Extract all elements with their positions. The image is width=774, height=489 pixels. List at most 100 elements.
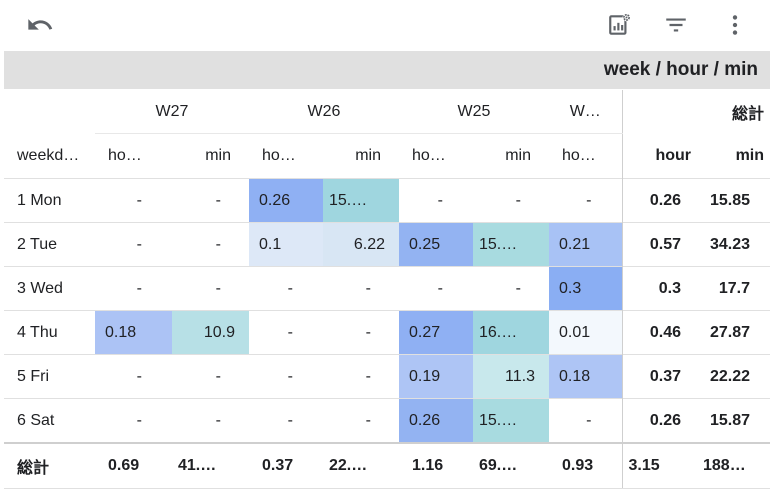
row-total-cell: 0.37 <box>621 354 697 399</box>
row-label: 6 Sat <box>4 398 95 443</box>
data-cell[interactable]: 16.… <box>473 310 549 355</box>
grand-total-cell: 188.78 <box>697 442 771 489</box>
data-cell[interactable]: - <box>172 266 249 311</box>
column-total-cell: 0.37 <box>249 442 323 489</box>
data-cell[interactable]: - <box>172 398 249 443</box>
row-total-cell: 34.23 <box>697 222 771 267</box>
data-cell[interactable]: 11.3 <box>473 354 549 399</box>
data-cell[interactable]: - <box>473 178 549 223</box>
data-cell[interactable]: - <box>172 178 249 223</box>
data-cell[interactable]: 6.22 <box>323 222 399 267</box>
more-vert-icon[interactable] <box>720 10 750 40</box>
row-total-cell: 0.46 <box>621 310 697 355</box>
column-total-cell: 69.… <box>473 442 549 489</box>
column-group-header[interactable]: W25 <box>399 90 549 134</box>
measure-header[interactable]: min <box>355 147 381 164</box>
data-cell[interactable]: - <box>95 222 172 267</box>
data-cell[interactable]: - <box>249 398 323 443</box>
data-cell[interactable]: - <box>323 266 399 311</box>
data-cell[interactable]: 15.… <box>473 222 549 267</box>
column-total-cell: 1.16 <box>399 442 473 489</box>
header-row-measures: weekd… ho… min ho… min ho… min ho… hour min <box>4 133 770 179</box>
grand-total-row: 総計 0.69 41.… 0.37 22.… 1.16 69.… 0.93 3.15 188.78 <box>4 442 771 489</box>
row-label: 3 Wed <box>4 266 95 311</box>
row-label: 4 Thu <box>4 310 95 355</box>
measure-header[interactable]: ho… <box>412 147 446 164</box>
row-total-cell: 0.57 <box>621 222 697 267</box>
chart-settings-icon[interactable] <box>605 10 635 40</box>
pivot-title: week / hour / min <box>4 51 770 89</box>
row-total-cell: 22.22 <box>697 354 771 399</box>
data-cell[interactable]: - <box>95 178 172 223</box>
column-total-cell: 0.69 <box>95 442 172 489</box>
measure-header[interactable]: ho… <box>562 147 596 164</box>
pivot-table: W27 W26 W25 W… 総計 weekd… ho… min ho… min ho… min ho…… <box>4 90 771 489</box>
data-cell[interactable]: 0.27 <box>399 310 473 355</box>
data-cell[interactable]: - <box>399 266 473 311</box>
table-row: 5 Fri - - - -0.19 11.3 0.18 0.37 22.22 <box>4 354 771 399</box>
column-group-header[interactable]: W… <box>549 90 622 134</box>
data-cell[interactable]: - <box>249 266 323 311</box>
row-label: 1 Mon <box>4 178 95 223</box>
row-total-cell: 27.87 <box>697 310 771 355</box>
data-cell[interactable]: 0.26 <box>249 178 323 223</box>
grand-total-cell: 3.15 <box>621 442 697 489</box>
data-cell[interactable]: 0.18 <box>549 354 622 399</box>
table-row: 4 Thu 0.18 10.9- -0.27 16.… 0.01 0.46 27.87 <box>4 310 771 355</box>
table-row: 1 Mon - -0.26 15.… - - -0.26 15.85 <box>4 178 771 223</box>
row-total-cell: 15.85 <box>697 178 771 223</box>
data-cell[interactable]: 15.… <box>473 398 549 443</box>
data-cell[interactable]: - <box>95 266 172 311</box>
grand-total-label: 総計 <box>4 442 95 489</box>
filter-icon[interactable] <box>661 10 691 40</box>
data-cell[interactable]: 0.3 <box>549 266 622 311</box>
data-cell[interactable]: 10.9 <box>172 310 249 355</box>
data-cell[interactable]: 0.21 <box>549 222 622 267</box>
data-cell[interactable]: - <box>549 178 622 223</box>
table-row: 3 Wed - - - - - -0.3 0.3 17.7 <box>4 266 771 311</box>
measure-header[interactable]: ho… <box>108 147 142 164</box>
row-dimension-header[interactable]: weekd… <box>17 146 80 164</box>
data-cell[interactable]: - <box>323 398 399 443</box>
row-total-cell: 15.87 <box>697 398 771 443</box>
data-cell[interactable]: 0.01 <box>549 310 622 355</box>
data-cell[interactable]: - <box>323 310 399 355</box>
row-label: 2 Tue <box>4 222 95 267</box>
measure-header[interactable]: min <box>205 147 231 164</box>
table-row: 2 Tue - -0.1 6.22 0.25 15.… 0.21 0.57 34.23 <box>4 222 771 267</box>
data-cell[interactable]: - <box>473 266 549 311</box>
measure-header[interactable]: ho… <box>262 147 296 164</box>
column-group-header[interactable]: W27 <box>95 90 249 134</box>
total-group-header: 総計 <box>621 90 771 134</box>
row-total-cell: 0.3 <box>621 266 697 311</box>
data-cell[interactable]: - <box>95 354 172 399</box>
corner-cell <box>4 90 95 134</box>
column-total-cell: 22.… <box>323 442 399 489</box>
row-total-cell: 0.26 <box>621 398 697 443</box>
data-cell[interactable]: - <box>249 310 323 355</box>
data-cell[interactable]: - <box>172 222 249 267</box>
data-cell[interactable]: 0.18 <box>95 310 172 355</box>
data-cell[interactable]: - <box>399 178 473 223</box>
data-cell[interactable]: - <box>323 354 399 399</box>
row-total-cell: 0.26 <box>621 178 697 223</box>
total-measure-header: min <box>735 146 765 164</box>
data-cell[interactable]: 15.… <box>323 178 399 223</box>
data-cell[interactable]: - <box>95 398 172 443</box>
undo-icon[interactable] <box>25 10 55 40</box>
data-cell[interactable]: - <box>249 354 323 399</box>
row-total-cell: 17.7 <box>697 266 771 311</box>
data-cell[interactable]: 0.1 <box>249 222 323 267</box>
data-cell[interactable]: - <box>549 398 622 443</box>
data-cell[interactable]: 0.19 <box>399 354 473 399</box>
table-row: 6 Sat - - - -0.26 15.… -0.26 15.87 <box>4 398 771 443</box>
data-cell[interactable]: - <box>172 354 249 399</box>
header-row-groups: W27 W26 W25 W… 総計 <box>4 90 771 134</box>
data-cell[interactable]: 0.25 <box>399 222 473 267</box>
total-measure-header: hour <box>621 133 697 179</box>
column-total-cell: 41.… <box>172 442 249 489</box>
toolbar <box>0 0 774 50</box>
measure-header[interactable]: min <box>505 147 531 164</box>
column-group-header[interactable]: W26 <box>249 90 399 134</box>
data-cell[interactable]: 0.26 <box>399 398 473 443</box>
